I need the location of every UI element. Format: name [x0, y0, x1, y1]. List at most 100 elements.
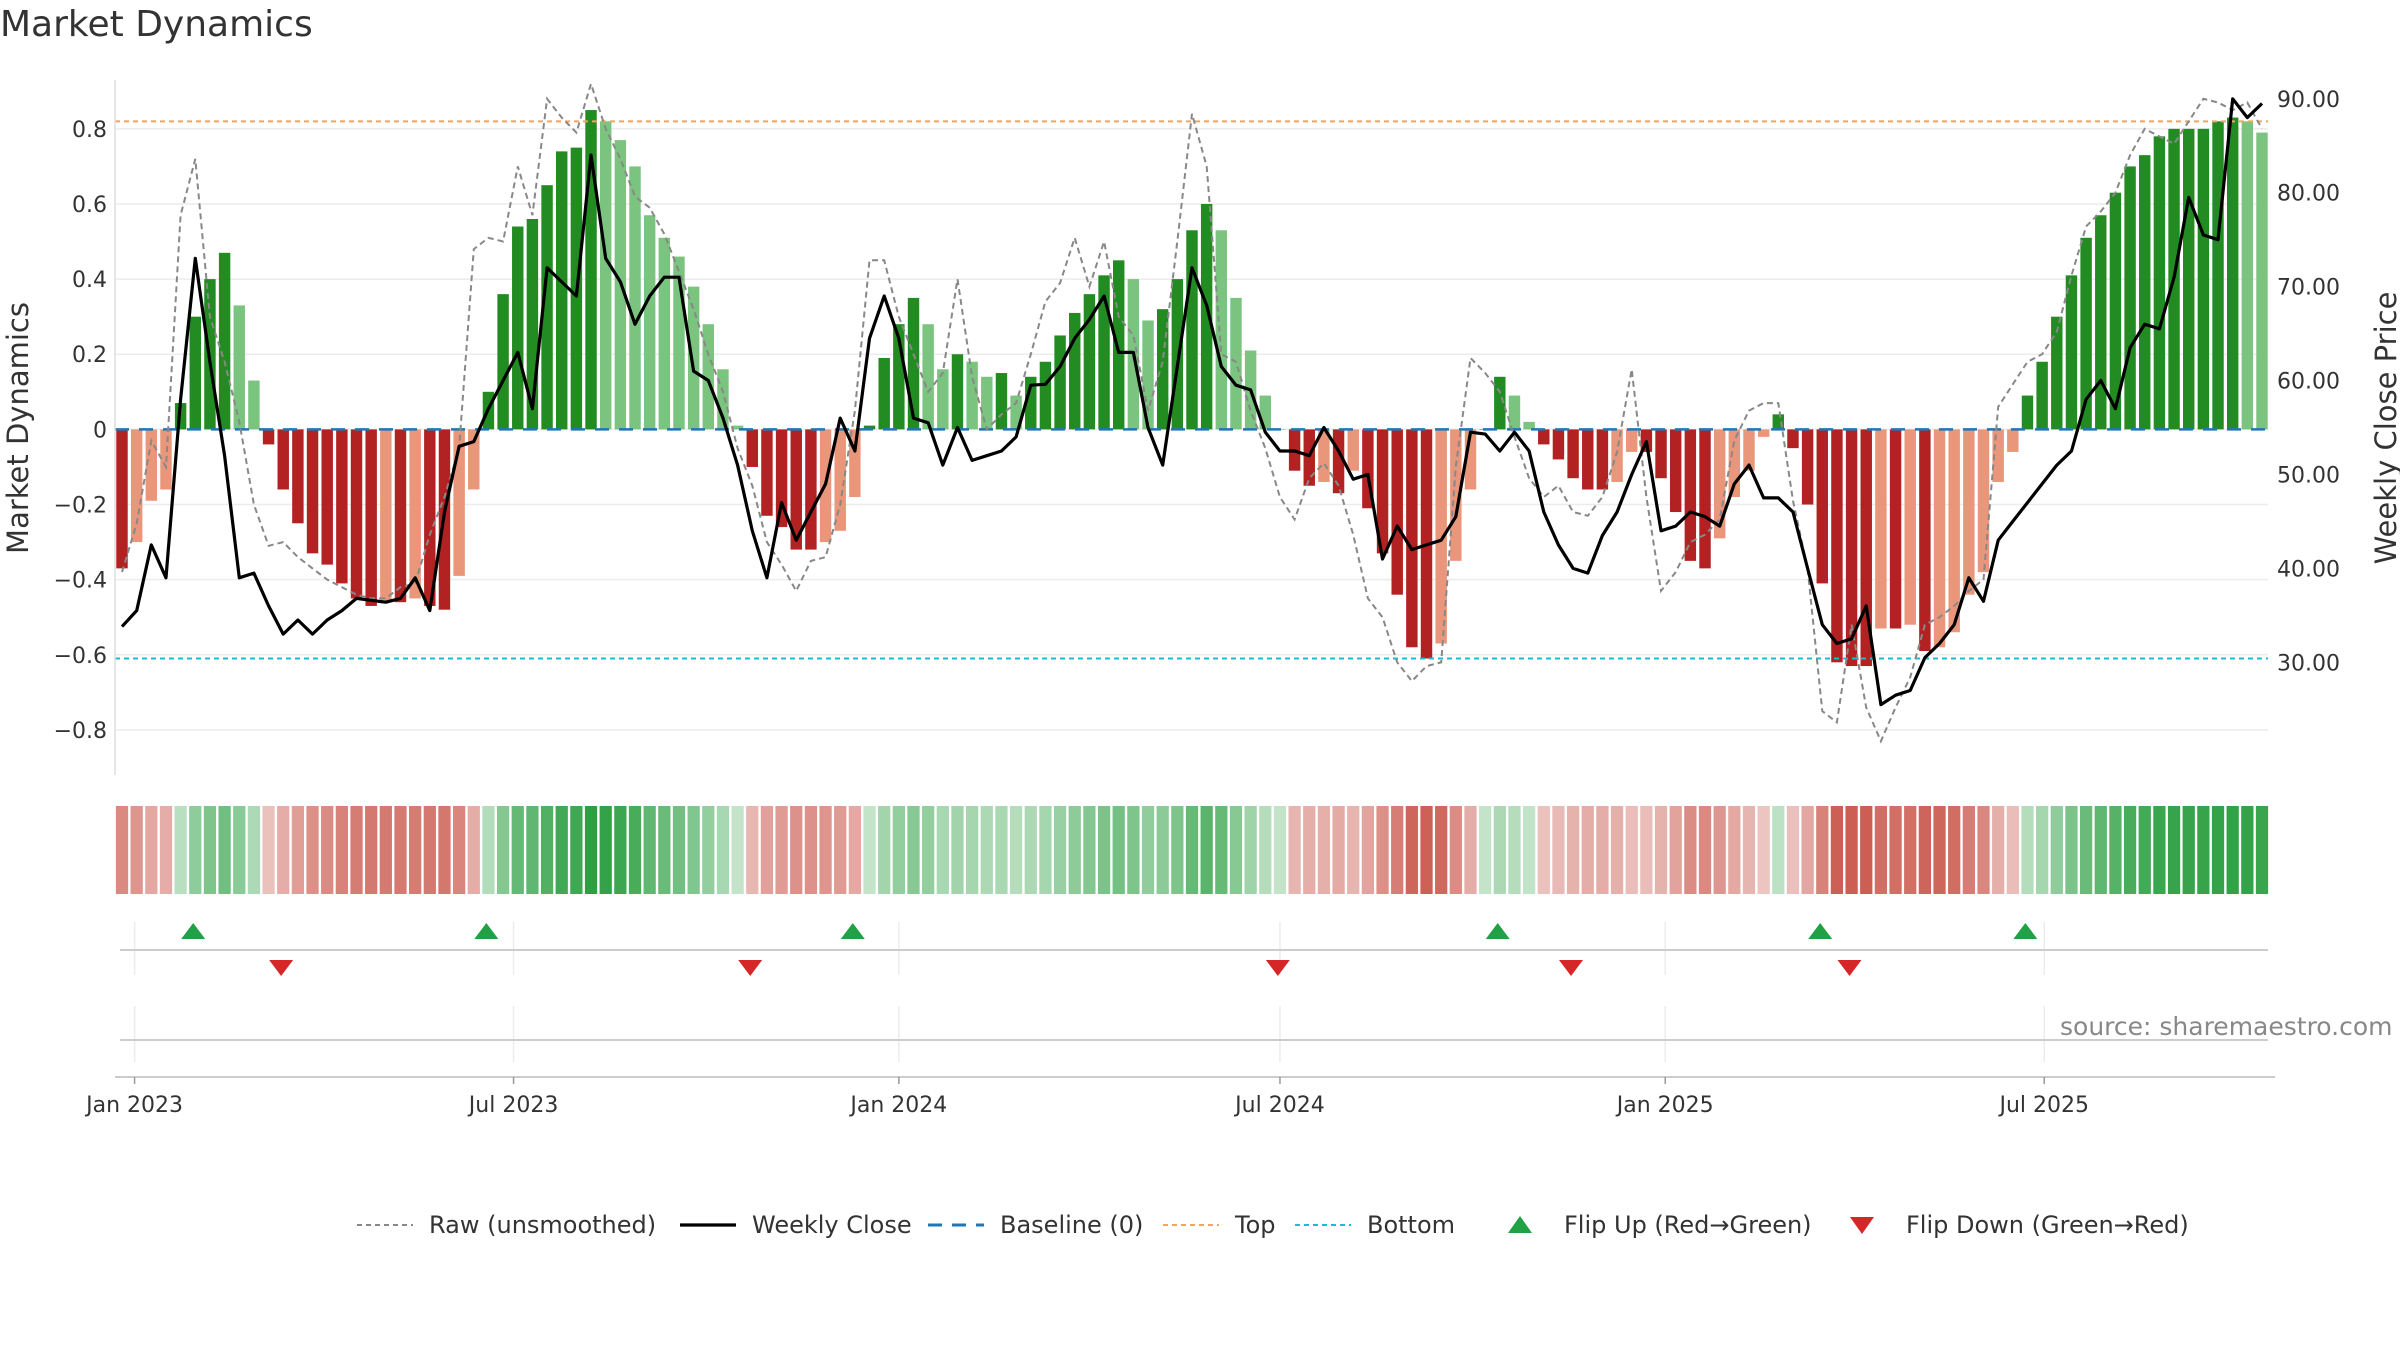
- regime-cell: [1757, 806, 1770, 894]
- bars-layer: [116, 110, 2268, 667]
- flip-down-marker: [1837, 960, 1862, 976]
- dynamics-bar: [1582, 429, 1594, 490]
- dynamics-bar: [2139, 155, 2151, 430]
- dynamics-bar: [849, 429, 861, 497]
- dynamics-bar: [790, 429, 802, 550]
- regime-cell: [394, 806, 407, 894]
- dynamics-bar: [599, 121, 612, 430]
- regime-cell: [174, 806, 187, 894]
- dynamics-bar: [233, 305, 245, 430]
- regime-cell: [1698, 806, 1712, 894]
- legend-label: Flip Up (Red→Green): [1564, 1211, 1812, 1239]
- regime-cell: [482, 806, 495, 894]
- dynamics-bar: [262, 429, 275, 445]
- legend-item: Baseline (0): [928, 1211, 1143, 1239]
- regime-cell: [247, 806, 261, 894]
- regime-cell: [1259, 806, 1272, 894]
- regime-cell: [1772, 806, 1785, 894]
- regime-cell: [2138, 806, 2151, 894]
- dynamics-bar: [218, 252, 231, 430]
- dynamics-bar: [365, 429, 377, 606]
- weekly-close-line: [120, 97, 2264, 707]
- dynamics-bar: [2256, 132, 2268, 430]
- dynamics-bar: [2021, 395, 2034, 430]
- dynamics-bar: [966, 361, 978, 430]
- regime-cell: [1713, 806, 1726, 894]
- regime-cell: [1596, 806, 1609, 894]
- dynamics-bar: [394, 429, 407, 603]
- dynamics-bar: [1801, 429, 1814, 505]
- dynamics-bar: [805, 429, 817, 550]
- regime-cell: [570, 806, 583, 894]
- dynamics-bar: [248, 380, 260, 430]
- dynamics-bar: [292, 429, 304, 524]
- x-tick-label: Jul 2025: [1997, 1093, 2089, 1118]
- regime-cell: [1332, 806, 1345, 894]
- dynamics-bar: [2051, 316, 2063, 430]
- legend-swatch: [1850, 1217, 1874, 1234]
- regime-cell: [1889, 806, 1902, 894]
- dynamics-bar: [1977, 429, 1990, 573]
- regime-cell: [1581, 806, 1594, 894]
- flip-up-marker: [2013, 923, 2038, 939]
- regime-cell: [936, 806, 949, 894]
- dynamics-bar: [2124, 166, 2136, 430]
- source-note: source: sharemaestro.com: [2060, 1012, 2393, 1041]
- regime-cell: [1493, 806, 1506, 894]
- regime-cell: [1244, 806, 1257, 894]
- y-left-tick-label: 0: [93, 418, 107, 443]
- regime-cell: [1948, 806, 1961, 894]
- regime-cell: [1904, 806, 1917, 894]
- regime-cell: [1522, 806, 1536, 894]
- y-left-axis-title: Market Dynamics: [1, 302, 35, 554]
- dynamics-bar: [922, 324, 934, 430]
- dynamics-bar: [717, 369, 729, 430]
- flip-down-marker: [1265, 960, 1290, 976]
- regime-cell: [115, 806, 129, 894]
- regime-cell: [2255, 806, 2269, 894]
- y-right-tick-label: 60.00: [2277, 370, 2340, 395]
- dynamics-bar: [2212, 121, 2224, 430]
- dynamics-bar: [1684, 429, 1697, 561]
- regime-cell: [1801, 806, 1814, 894]
- dynamics-bar: [907, 297, 920, 430]
- regime-cell: [1918, 806, 1932, 894]
- dynamics-bar: [1919, 429, 1931, 652]
- regime-cell: [863, 806, 876, 894]
- regime-cell: [277, 806, 290, 894]
- flip-up-marker: [181, 923, 206, 939]
- dynamics-bar: [2241, 121, 2254, 430]
- regime-cell: [1830, 806, 1844, 894]
- flip-up-marker: [1485, 923, 1510, 939]
- dynamics-bar: [350, 429, 363, 599]
- regime-cell: [233, 806, 246, 894]
- dynamics-bar: [380, 429, 392, 603]
- regime-cell: [511, 806, 524, 894]
- dynamics-bar: [687, 286, 700, 430]
- regime-cell: [1127, 806, 1140, 894]
- regime-cell: [980, 806, 993, 894]
- dynamics-bar: [1772, 414, 1785, 430]
- dynamics-bar: [863, 425, 876, 430]
- dynamics-bar: [1523, 421, 1535, 430]
- y-right-axis-title: Weekly Close Price: [2369, 292, 2400, 565]
- dynamics-bar: [1259, 395, 1271, 430]
- regime-cell: [1347, 806, 1360, 894]
- dynamics-bar: [1098, 275, 1110, 430]
- dynamics-bar: [1054, 335, 1066, 430]
- dynamics-bar: [2226, 117, 2239, 430]
- flip-up-marker: [840, 923, 865, 939]
- regime-cell: [1376, 806, 1389, 894]
- regime-cell: [614, 806, 627, 894]
- raw-series-line: [121, 80, 2263, 744]
- dynamics-bar: [731, 425, 744, 430]
- dynamics-bar: [1875, 429, 1887, 629]
- regime-cell: [1786, 806, 1800, 894]
- dynamics-bar: [1186, 230, 1198, 430]
- dynamics-bar: [1713, 429, 1726, 539]
- flip-down-marker: [1559, 960, 1584, 976]
- regime-cell: [1845, 806, 1858, 894]
- regime-cell: [966, 806, 979, 894]
- legend-item: Weekly Close: [680, 1211, 912, 1239]
